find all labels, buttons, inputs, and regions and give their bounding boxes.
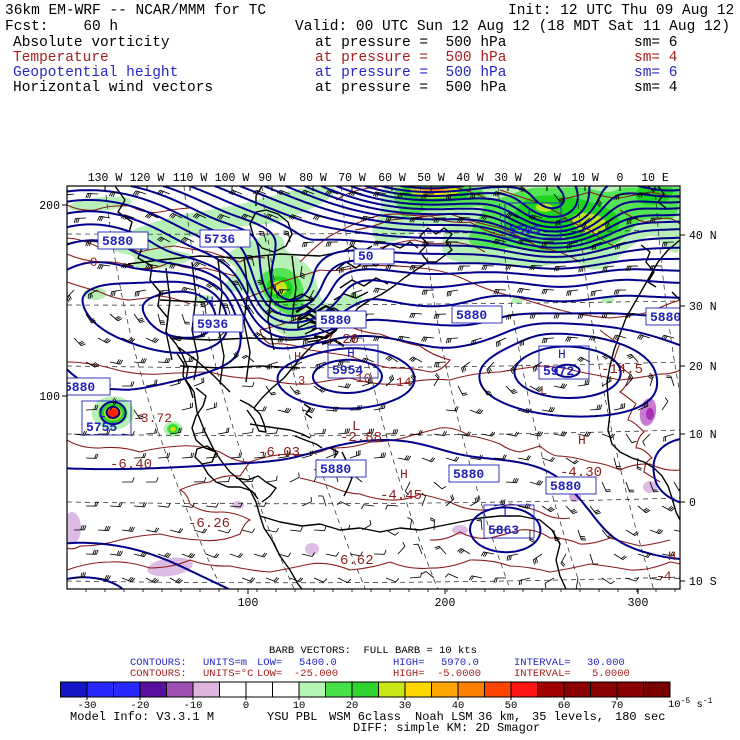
svg-text:L: L xyxy=(527,205,535,220)
svg-text:-10: -10 xyxy=(184,700,203,712)
svg-text:60 W: 60 W xyxy=(378,172,406,185)
svg-text:-6.26: -6.26 xyxy=(188,516,230,532)
svg-text:H: H xyxy=(578,433,586,448)
svg-text:5936: 5936 xyxy=(197,317,228,332)
svg-text:20 N: 20 N xyxy=(689,361,717,374)
svg-text:100: 100 xyxy=(39,391,60,404)
svg-text:-10: -10 xyxy=(348,371,371,386)
svg-text:30 N: 30 N xyxy=(689,301,717,314)
svg-text:20: 20 xyxy=(346,700,359,712)
svg-text:-20: -20 xyxy=(131,700,150,712)
svg-text:130 W: 130 W xyxy=(88,172,123,185)
svg-text:14: 14 xyxy=(396,375,412,390)
svg-text:-0: -0 xyxy=(82,255,98,270)
svg-text:10-5 s-1: 10-5 s-1 xyxy=(668,697,713,711)
svg-text:H: H xyxy=(400,467,408,482)
svg-text:-4.45: -4.45 xyxy=(380,488,422,504)
svg-text:H: H xyxy=(347,346,355,361)
svg-text:L: L xyxy=(352,419,360,435)
svg-text:5880: 5880 xyxy=(64,380,95,395)
svg-text:80 W: 80 W xyxy=(299,172,327,185)
svg-text:70 W: 70 W xyxy=(338,172,366,185)
svg-text:H: H xyxy=(294,350,301,364)
svg-text:100: 100 xyxy=(238,597,259,610)
svg-text:30 W: 30 W xyxy=(494,172,522,185)
svg-text:-14.5: -14.5 xyxy=(601,362,643,378)
svg-text:-30: -30 xyxy=(78,700,97,712)
svg-text:5736: 5736 xyxy=(204,232,235,247)
svg-text:0: 0 xyxy=(689,497,696,510)
svg-text:0: 0 xyxy=(243,700,249,712)
svg-text:-3.72: -3.72 xyxy=(133,411,172,426)
svg-text:-4: -4 xyxy=(656,569,672,584)
svg-text:10: 10 xyxy=(293,700,306,712)
svg-text:L: L xyxy=(540,384,547,398)
svg-text:40: 40 xyxy=(452,700,465,712)
svg-text:20 W: 20 W xyxy=(533,172,561,185)
svg-text:5954: 5954 xyxy=(332,363,363,378)
svg-text:5972: 5972 xyxy=(543,364,574,379)
svg-text:5505: 5505 xyxy=(509,223,540,238)
svg-text:-4.30: -4.30 xyxy=(560,465,602,481)
svg-text:-7.20: -7.20 xyxy=(317,332,359,348)
svg-text:50: 50 xyxy=(505,700,518,712)
svg-text:200: 200 xyxy=(39,200,60,213)
svg-text:110 W: 110 W xyxy=(173,172,208,185)
svg-text:300: 300 xyxy=(628,597,649,610)
svg-text:90 W: 90 W xyxy=(258,172,286,185)
svg-text:60: 60 xyxy=(558,700,571,712)
svg-text:40 N: 40 N xyxy=(689,230,717,243)
svg-text:5880: 5880 xyxy=(102,234,133,249)
svg-text:-6.40: -6.40 xyxy=(110,457,152,473)
svg-text:40 W: 40 W xyxy=(456,172,484,185)
svg-text:5880: 5880 xyxy=(650,310,681,325)
svg-text:6.62: 6.62 xyxy=(340,553,374,569)
svg-text:5880: 5880 xyxy=(320,313,351,328)
svg-text:L: L xyxy=(98,406,106,421)
svg-text:5880: 5880 xyxy=(453,467,484,482)
svg-text:0: 0 xyxy=(617,172,624,185)
svg-text:H: H xyxy=(558,347,566,362)
svg-text:70: 70 xyxy=(611,700,624,712)
svg-text:10 S: 10 S xyxy=(689,576,717,589)
svg-text:5863: 5863 xyxy=(488,523,519,538)
svg-text:H: H xyxy=(668,549,676,564)
svg-text:10 W: 10 W xyxy=(571,172,599,185)
svg-text:H: H xyxy=(206,294,214,309)
svg-text:5755: 5755 xyxy=(86,420,117,435)
svg-text:10 E: 10 E xyxy=(641,172,669,185)
svg-text:3: 3 xyxy=(298,374,305,388)
svg-text:100 W: 100 W xyxy=(215,172,250,185)
svg-text:50: 50 xyxy=(358,249,374,264)
svg-text:120 W: 120 W xyxy=(130,172,165,185)
svg-text:30: 30 xyxy=(399,700,412,712)
svg-text:5880: 5880 xyxy=(550,479,581,494)
svg-text:5880: 5880 xyxy=(320,462,351,477)
svg-text:L: L xyxy=(425,173,433,188)
svg-text:-2.88: -2.88 xyxy=(340,430,382,446)
svg-text:5880: 5880 xyxy=(456,308,487,323)
svg-text:200: 200 xyxy=(435,597,456,610)
svg-text:L: L xyxy=(503,506,511,521)
svg-text:10 N: 10 N xyxy=(689,429,717,442)
svg-text:50 W: 50 W xyxy=(417,172,445,185)
svg-text:-6.03: -6.03 xyxy=(258,445,300,461)
